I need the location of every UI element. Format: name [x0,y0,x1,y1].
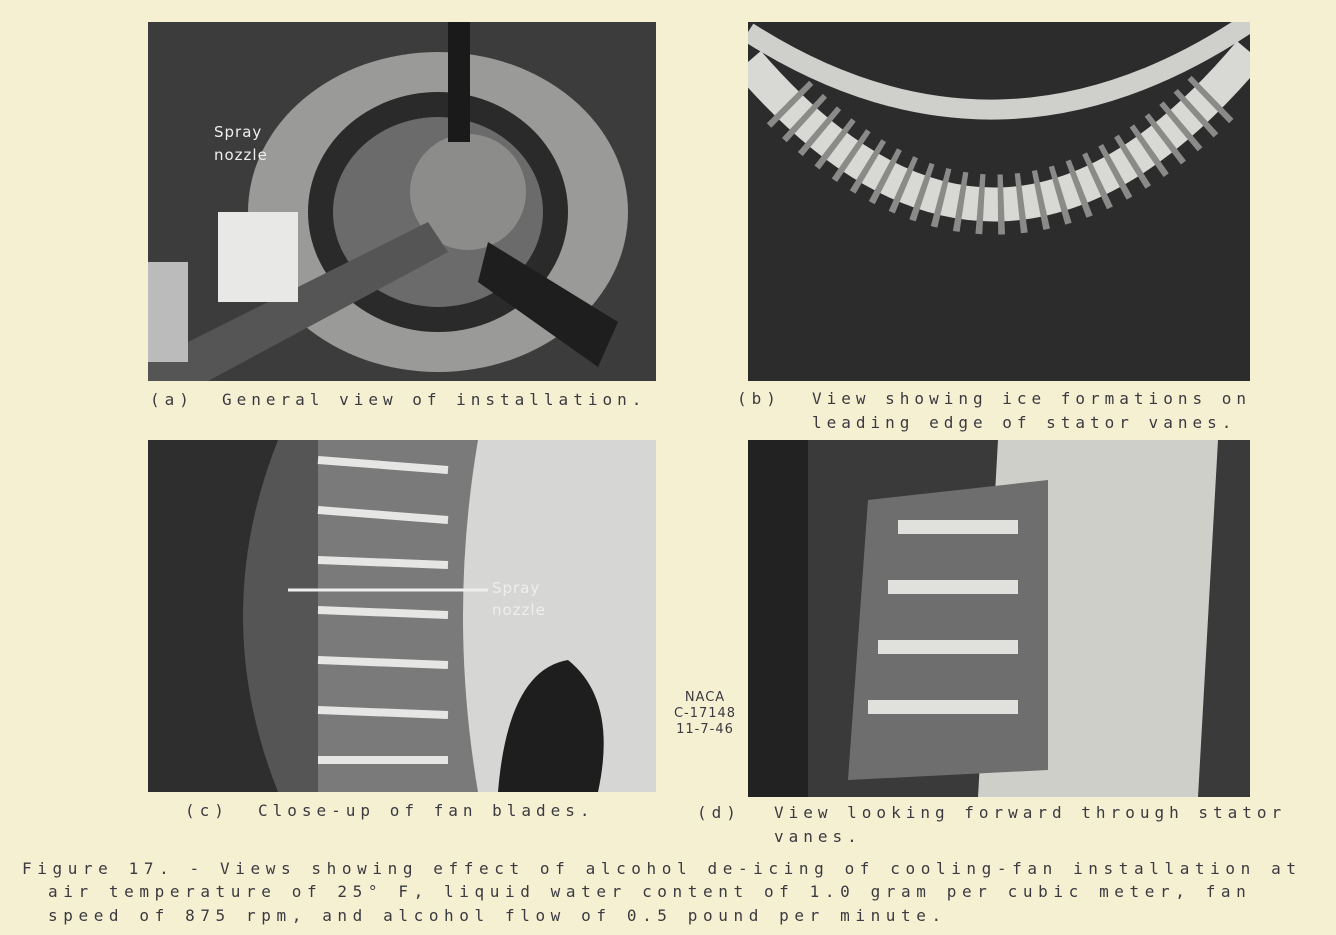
stamp-line: 11-7-46 [676,722,734,737]
panel-letter: (a) [150,390,194,409]
photo-c [148,440,656,792]
panel-caption: View looking forward through stator [774,803,1287,822]
panel-letter: (b) [737,389,781,408]
panel-caption: vanes. [774,827,862,846]
panel-caption: Close-up of fan blades. [258,801,595,820]
photo-label: Spray [492,579,541,597]
panel-letter: (c) [185,801,229,820]
figure-caption: Figure 17. - Views showing effect of alc… [22,859,1302,878]
photo-label: Spray [214,123,263,141]
panel-caption: General view of installation. [222,390,647,409]
panel-letter: (d) [697,803,741,822]
stamp-line: NACA [684,690,726,705]
photo-b [748,22,1250,381]
photo-a [148,22,656,381]
photo-label: nozzle [214,146,268,164]
panel-caption: View showing ice formations on [812,389,1251,408]
figure-caption: speed of 875 rpm, and alcohol flow of 0.… [48,906,947,925]
panel-caption: leading edge of stator vanes. [812,413,1237,432]
figure-caption: air temperature of 25° F, liquid water c… [48,882,1252,901]
stamp-line: C-17148 [673,706,737,721]
photo-d [748,440,1250,797]
photo-label: nozzle [492,601,546,619]
